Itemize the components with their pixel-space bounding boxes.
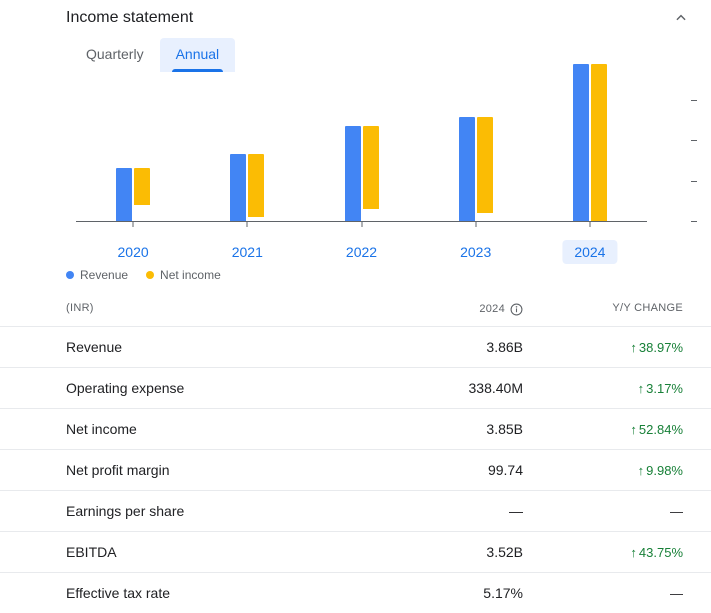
table-row[interactable]: Net profit margin99.749.98% [0,449,711,490]
metric-value: 3.52B [393,544,523,560]
metric-name: Effective tax rate [66,585,393,601]
bar-group [101,168,165,221]
metric-change: — [523,504,683,519]
metric-change: 9.98% [523,463,683,478]
table-row[interactable]: Effective tax rate5.17%— [0,572,711,613]
chart-legend: Revenue Net income [0,262,711,292]
year-label[interactable]: 2023 [448,240,503,264]
metric-value: — [393,503,523,519]
table-header-change: Y/Y CHANGE [523,302,683,316]
tab-quarterly[interactable]: Quarterly [70,38,160,72]
table-row[interactable]: Revenue3.86B38.97% [0,326,711,367]
table-header: (INR) 2024 Y/Y CHANGE [0,292,711,326]
info-icon[interactable] [509,302,523,316]
bar[interactable] [591,64,607,220]
table-row[interactable]: Operating expense338.40M3.17% [0,367,711,408]
table-row[interactable]: Earnings per share—— [0,490,711,531]
table-row[interactable]: EBITDA3.52B43.75% [0,531,711,572]
bar[interactable] [363,126,379,209]
chart-x-labels: 2020 2021 2022 2023 2024 [76,226,647,262]
y-axis-label: 0 [695,214,711,228]
table-header-year: 2024 [393,302,523,316]
bar[interactable] [477,117,493,212]
metric-name: Revenue [66,339,393,355]
metric-name: Net profit margin [66,462,393,478]
legend-swatch-netincome [146,271,154,279]
metric-change: 3.17% [523,381,683,396]
table-header-currency: (INR) [66,302,393,316]
table-body: Revenue3.86B38.97%Operating expense338.4… [0,326,711,613]
legend-item-revenue: Revenue [66,268,128,282]
bar[interactable] [248,154,264,217]
bar-group [444,117,508,221]
bar[interactable] [573,64,589,221]
metric-value: 5.17% [393,585,523,601]
tab-annual[interactable]: Annual [160,38,236,72]
metric-change: 38.97% [523,340,683,355]
year-label[interactable]: 2022 [334,240,389,264]
legend-label-revenue: Revenue [80,268,128,282]
bar-group [330,126,394,221]
collapse-icon[interactable] [671,8,691,28]
bar[interactable] [134,168,150,205]
bar[interactable] [459,117,475,221]
bar-group [215,154,279,221]
metric-name: Net income [66,421,393,437]
metric-name: EBITDA [66,544,393,560]
legend-label-netincome: Net income [160,268,221,282]
metric-name: Earnings per share [66,503,393,519]
metric-change: 52.84% [523,422,683,437]
metric-value: 99.74 [393,462,523,478]
revenue-chart: 01B2B3B 2020 2021 2022 2023 2024 [66,92,691,262]
bar[interactable] [230,154,246,221]
year-label[interactable]: 2024 [562,240,617,264]
bar[interactable] [116,168,132,221]
metric-value: 3.85B [393,421,523,437]
bar[interactable] [345,126,361,221]
y-axis-label: 3B [695,93,711,107]
section-header: Income statement [0,0,711,34]
section-title: Income statement [66,9,193,27]
legend-item-netincome: Net income [146,268,221,282]
year-label[interactable]: 2020 [106,240,161,264]
bar-group [558,64,622,221]
income-statement-panel: Income statement Quarterly Annual 01B2B3… [0,0,711,547]
metric-change: — [523,586,683,601]
y-axis-label: 2B [695,133,711,147]
legend-swatch-revenue [66,271,74,279]
metric-value: 338.40M [393,380,523,396]
y-axis-label: 1B [695,174,711,188]
year-label[interactable]: 2021 [220,240,275,264]
chart-plot-area: 01B2B3B [76,92,647,222]
metric-name: Operating expense [66,380,393,396]
metric-value: 3.86B [393,339,523,355]
table-row[interactable]: Net income3.85B52.84% [0,408,711,449]
